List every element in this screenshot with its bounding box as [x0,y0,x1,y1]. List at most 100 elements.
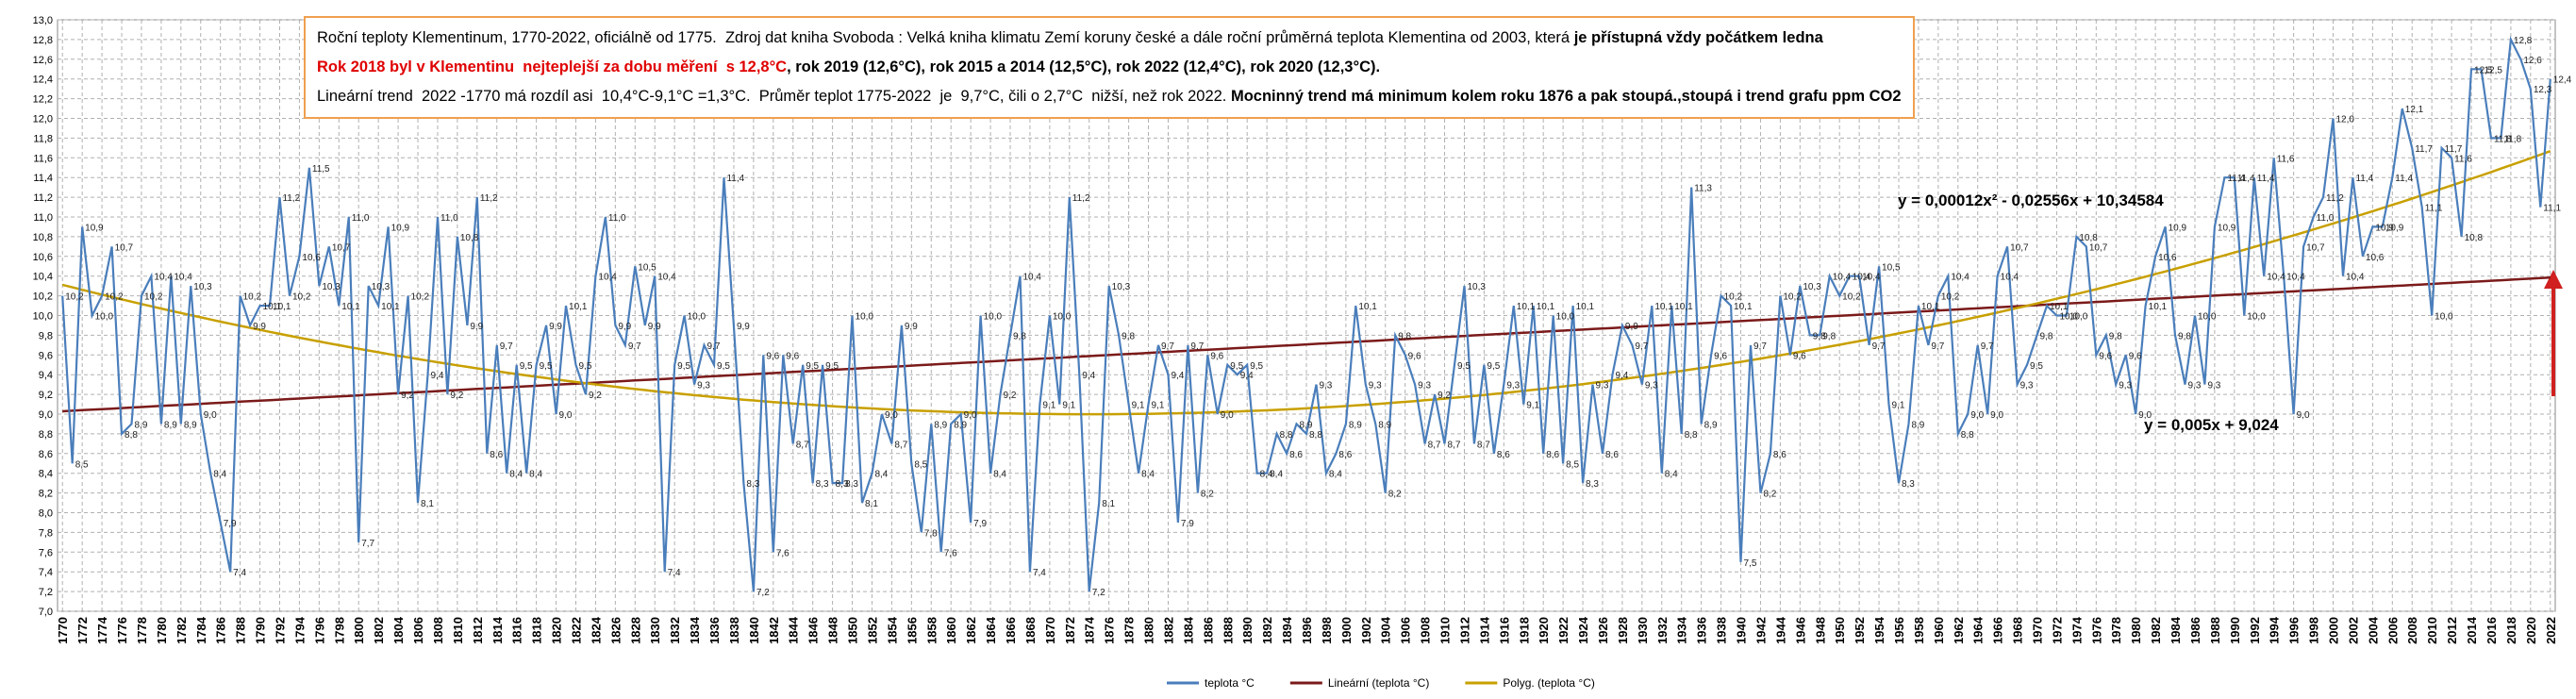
y-tick-label: 8,4 [39,469,53,480]
data-label: 9,3 [1645,381,1658,391]
x-tick-label: 2004 [2366,616,2380,644]
data-label: 11,1 [2425,204,2443,214]
x-tick-label: 1882 [1161,617,1175,644]
x-tick-label: 1830 [648,617,662,644]
data-label: 11,2 [480,193,498,204]
data-label: 9,5 [1457,361,1471,372]
x-tick-label: 1880 [1142,617,1156,644]
y-tick-label: 12,2 [33,94,53,106]
data-label: 9,0 [885,410,898,421]
data-label: 9,9 [618,322,631,332]
data-label: 10,4 [657,273,676,283]
data-label: 8,5 [1566,459,1579,470]
data-label: 12,8 [2514,36,2533,46]
data-label: 9,7 [500,341,513,352]
data-label: 8,1 [421,499,434,509]
legend-label: Lineární (teplota °C) [1328,676,1430,690]
data-label: 10,0 [2198,312,2217,323]
data-label: 7,5 [1744,558,1757,569]
x-tick-label: 1820 [550,617,564,644]
x-tick-label: 1792 [273,617,287,644]
data-label: 9,7 [1753,341,1767,352]
x-tick-label: 1868 [1023,617,1038,644]
data-label: 9,8 [2178,331,2191,341]
x-tick-label: 2008 [2405,617,2419,644]
y-tick-label: 10,6 [33,252,53,263]
data-label: 9,5 [825,361,839,372]
data-label: 9,0 [2138,410,2152,421]
data-label: 10,0 [984,312,1003,323]
x-tick-label: 1952 [1853,617,1867,644]
y-tick-label: 10,8 [33,232,53,243]
data-label: 12,5 [2474,65,2493,75]
data-label: 9,5 [1250,361,1263,372]
data-label: 9,0 [964,410,977,421]
data-label: 12,6 [2523,56,2542,66]
x-tick-label: 1976 [2089,617,2103,644]
x-tick-label: 1796 [312,617,326,644]
data-label: 10,0 [856,312,874,323]
data-label: 8,8 [1685,430,1698,441]
data-label: 10,4 [154,273,173,283]
x-tick-label: 1990 [2228,617,2242,644]
text-segment: je přístupná vždy počátkem ledna [1573,29,1823,46]
data-label: 10,2 [105,292,124,303]
data-label: 9,0 [1990,410,2003,421]
x-tick-label: 1772 [75,617,90,644]
data-label: 9,8 [1822,331,1836,341]
data-label: 9,9 [905,322,918,332]
data-label: 8,4 [1329,470,1342,480]
x-tick-label: 1812 [471,617,485,644]
y-tick-label: 10,2 [33,291,53,303]
data-label: 10,9 [2218,223,2236,233]
data-label: 9,4 [430,371,443,381]
data-label: 8,3 [1902,479,1915,490]
data-label: 10,4 [1951,273,1969,283]
data-label: 10,7 [115,242,134,253]
data-label: 10,0 [2435,312,2453,323]
data-label: 9,2 [450,391,463,401]
x-tick-label: 1996 [2287,617,2302,644]
data-label: 9,9 [1625,322,1638,332]
x-tick-label: 1786 [214,617,228,644]
data-label: 10,2 [65,292,84,303]
y-tick-label: 10,0 [33,311,53,323]
data-label: 7,6 [944,548,957,558]
data-label: 9,3 [2188,381,2202,391]
x-tick-label: 1994 [2268,616,2282,644]
data-label: 7,7 [361,539,374,549]
data-label: 9,7 [1872,341,1886,352]
data-label: 9,2 [589,391,602,401]
y-tick-label: 12,0 [33,114,53,125]
data-label: 10,4 [1022,273,1041,283]
data-label: 7,4 [668,568,681,578]
x-tick-label: 1962 [1952,617,1966,644]
x-tick-label: 1860 [944,617,958,644]
data-label: 8,4 [993,470,1006,480]
data-label: 9,9 [470,322,483,332]
data-label: 8,7 [1428,440,1441,450]
data-label: 8,6 [1546,450,1559,460]
data-label: 10,2 [243,292,262,303]
data-label: 8,8 [1280,430,1293,441]
trendline [62,276,2551,413]
x-tick-label: 1954 [1872,616,1886,644]
x-tick-label: 1816 [510,617,524,644]
data-label: 8,6 [1338,450,1352,460]
plot: 10,28,510,910,010,210,78,88,910,210,48,9… [61,36,2572,690]
data-label: 9,4 [1082,371,1095,381]
y-tick-label: 13,0 [33,15,53,26]
x-tick-label: 1942 [1753,617,1768,644]
data-label: 9,2 [401,391,414,401]
x-tick-label: 1972 [2050,617,2064,644]
x-tick-label: 1804 [391,616,406,644]
text-segment: Mocninný trend má minimum kolem roku 187… [1230,88,1902,105]
y-tick-label: 7,0 [39,607,53,618]
y-tick-label: 11,4 [33,173,53,184]
x-tick-label: 2012 [2445,617,2459,644]
x-tick-label: 1834 [688,616,702,644]
data-label: 8,4 [874,470,888,480]
data-label: 8,1 [865,499,878,509]
data-label: 8,9 [954,420,967,430]
x-tick-label: 1800 [352,617,366,644]
